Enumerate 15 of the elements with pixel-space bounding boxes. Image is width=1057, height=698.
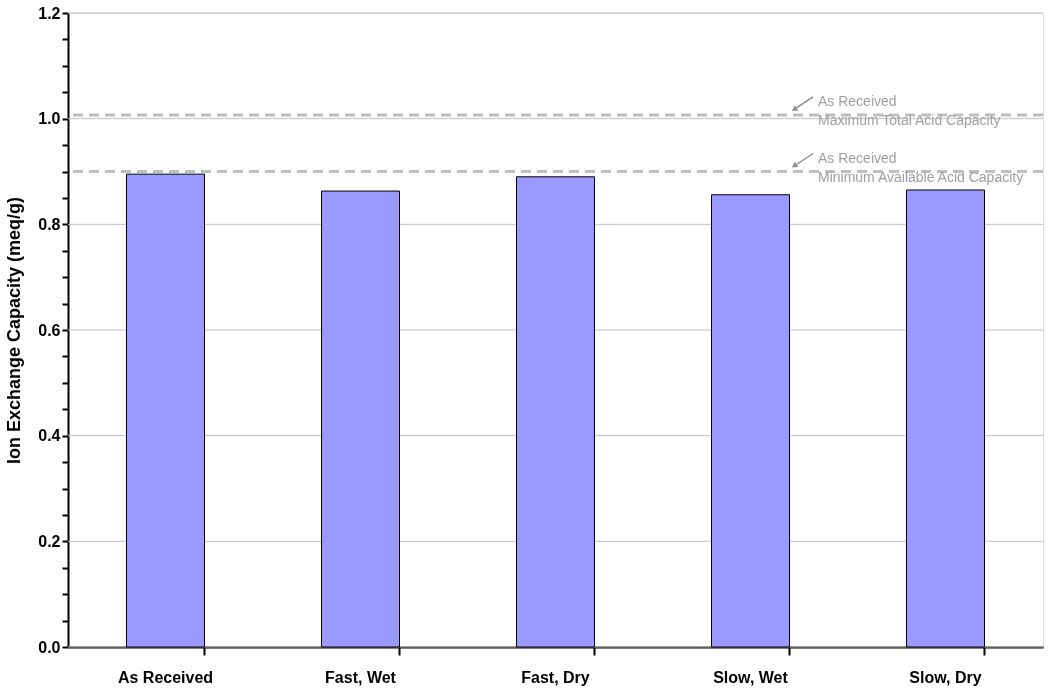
y-tick-label: 1.0 bbox=[38, 110, 61, 128]
x-tick-label: As Received bbox=[117, 668, 214, 686]
y-tick-label: 0.2 bbox=[38, 532, 61, 550]
y-tick-label: 0.4 bbox=[38, 427, 61, 445]
x-tick-label: Slow, Dry bbox=[909, 668, 982, 686]
y-tick-label: 1.2 bbox=[38, 4, 61, 22]
y-axis-title: Ion Exchange Capacity (meq/g) bbox=[4, 196, 25, 465]
y-tick-label: 0.6 bbox=[38, 321, 61, 339]
y-tick-label: 0.8 bbox=[38, 215, 61, 233]
ref-line-label: As Received Minimum Available Acid Capacity bbox=[818, 149, 1024, 185]
x-tick-label: Fast, Wet bbox=[325, 668, 397, 686]
x-tick-label: Fast, Dry bbox=[521, 668, 590, 686]
ref-line-label: As Received Maximum Total Acid Capacity bbox=[818, 92, 1001, 128]
y-tick-label: 0.0 bbox=[38, 638, 61, 656]
x-tick-label: Slow, Wet bbox=[713, 668, 789, 686]
